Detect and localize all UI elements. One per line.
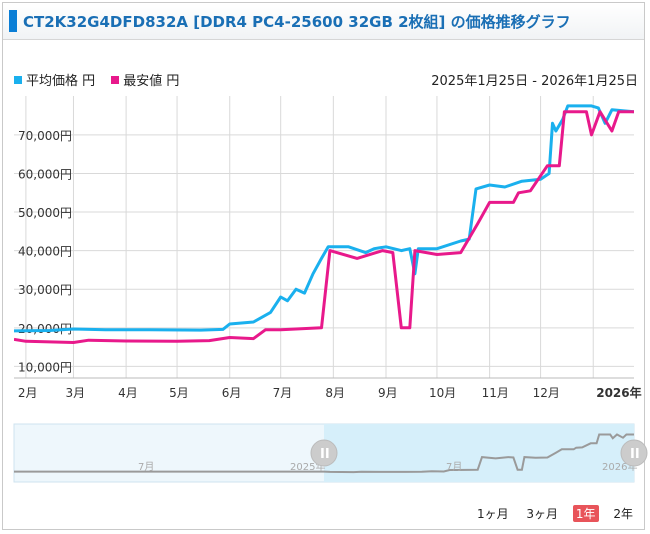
x-tick-label: 3月 — [65, 386, 85, 400]
y-tick-label: 20,000円 — [18, 322, 72, 336]
navigator-handle — [310, 439, 338, 467]
navigator-selection — [324, 424, 634, 482]
legend: 平均価格 円 最安値 円 — [14, 70, 191, 89]
navigator-handle-glyph: II — [630, 447, 640, 462]
chart-title: CT2K32G4DFD832A [DDR4 PC4-25600 32GB 2枚組… — [23, 13, 571, 31]
navigator-handle-glyph: II — [320, 447, 330, 462]
legend-item-min[interactable]: 最安値 円 — [111, 70, 179, 89]
y-tick-label: 10,000円 — [18, 360, 72, 374]
chart-frame: CT2K32G4DFD832A [DDR4 PC4-25600 32GB 2枚組… — [2, 2, 645, 530]
date-range: 2025年1月25日 - 2026年1月25日 — [431, 74, 638, 89]
range-button-3m[interactable]: 3ヶ月 — [526, 507, 559, 521]
y-tick-label: 30,000円 — [18, 283, 72, 297]
x-tick-label: 12月 — [533, 386, 560, 400]
title-accent-bar — [9, 10, 17, 32]
y-tick-label: 60,000円 — [18, 167, 72, 181]
series-line-avg — [14, 104, 634, 333]
range-button-2y[interactable]: 2年 — [613, 507, 633, 521]
x-tick-label: 2月 — [18, 386, 38, 400]
x-tick-label: 2026年 — [596, 385, 641, 400]
navigator-series-line — [14, 433, 634, 474]
legend-item-avg[interactable]: 平均価格 円 — [14, 70, 95, 89]
range-button-1y[interactable]: 1年 — [572, 505, 599, 522]
legend-swatch-min — [111, 76, 120, 84]
legend-swatch-avg — [14, 76, 22, 84]
y-tick-label: 70,000円 — [18, 129, 72, 143]
y-tick-label: 40,000円 — [18, 245, 72, 259]
range-selector: 1ヶ月 3ヶ月 1年 2年 — [466, 505, 636, 522]
x-tick-label: 9月 — [378, 386, 398, 400]
navigator-label: 7月 — [446, 461, 462, 473]
navigator-label: 7月 — [138, 461, 154, 473]
x-tick-label: 6月 — [222, 386, 242, 400]
legend-label-min: 最安値 円 — [123, 74, 180, 89]
range-button-1m[interactable]: 1ヶ月 — [476, 507, 509, 521]
x-tick-label: 8月 — [325, 386, 345, 400]
y-tick-label: 50,000円 — [18, 206, 72, 220]
x-tick-label: 11月 — [482, 386, 509, 400]
legend-label-avg: 平均価格 円 — [26, 74, 96, 89]
series-line-min — [14, 110, 634, 344]
x-tick-label: 10月 — [429, 386, 456, 400]
x-tick-label: 5月 — [169, 386, 189, 400]
x-tick-label: 7月 — [273, 386, 293, 400]
chart-header: CT2K32G4DFD832A [DDR4 PC4-25600 32GB 2枚組… — [3, 3, 644, 40]
x-tick-label: 4月 — [118, 386, 138, 400]
navigator-handle — [620, 439, 648, 467]
